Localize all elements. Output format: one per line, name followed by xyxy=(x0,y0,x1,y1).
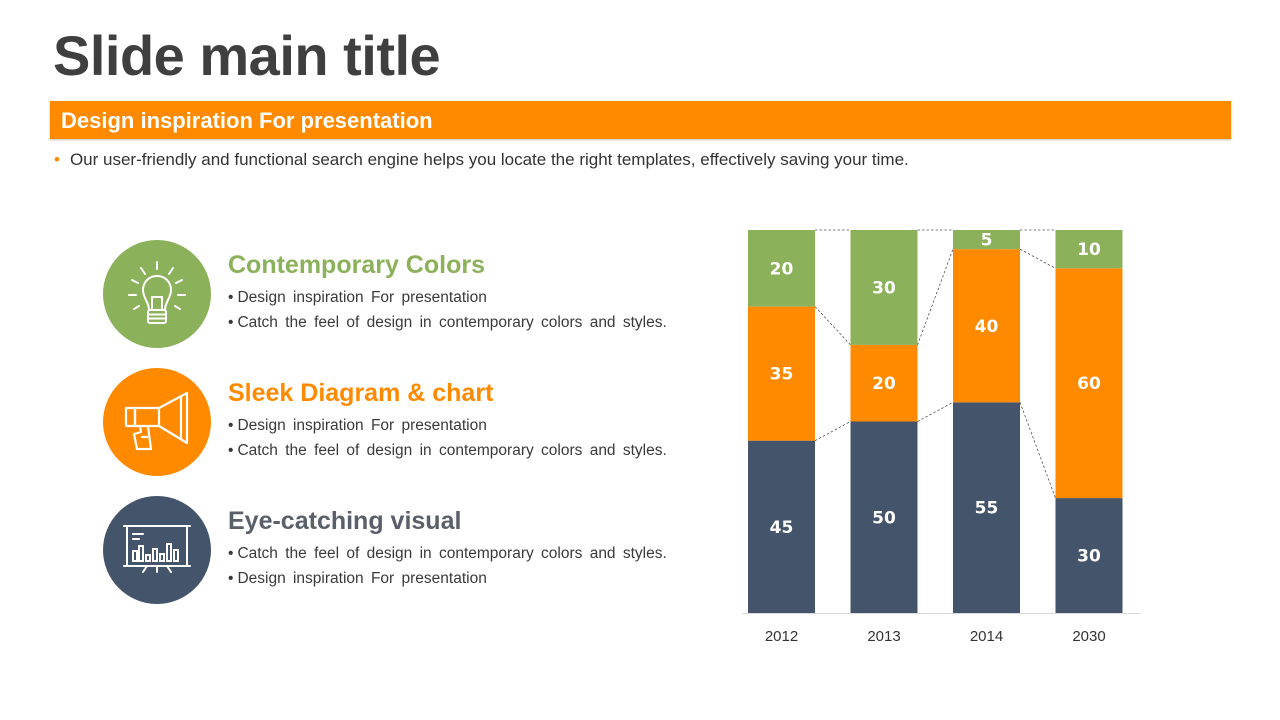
x-tick-label: 2030 xyxy=(1072,628,1105,645)
feature-circle xyxy=(103,368,211,476)
bar-segment xyxy=(850,230,918,345)
bar-segment xyxy=(850,344,918,422)
bar-segment xyxy=(1055,230,1123,269)
data-label: 50 xyxy=(872,508,896,528)
bar-segment xyxy=(1055,268,1123,499)
feature-line: Design inspiration For presentation xyxy=(228,417,486,435)
series-line xyxy=(1019,402,1056,499)
feature-contemporary-colors: Contemporary Colors Design inspiration F… xyxy=(103,240,723,348)
feature-title: Eye-catching visual xyxy=(228,507,462,535)
megaphone-icon xyxy=(124,391,189,451)
bar-segment xyxy=(850,421,918,613)
feature-circle xyxy=(103,496,211,604)
data-label: 30 xyxy=(872,278,896,298)
data-label: 45 xyxy=(770,518,794,538)
data-label: 30 xyxy=(1077,547,1101,567)
header-banner: Design inspiration For presentation xyxy=(50,101,1231,139)
data-label: 35 xyxy=(770,365,794,385)
series-line xyxy=(814,421,851,442)
data-label: 60 xyxy=(1077,374,1101,394)
x-tick-label: 2012 xyxy=(765,628,798,645)
presentation-board-icon xyxy=(123,525,191,573)
intro-text: Our user-friendly and functional search … xyxy=(69,150,909,169)
feature-line: Catch the feel of design in contemporary… xyxy=(228,545,666,563)
bullet-dot: • xyxy=(54,150,60,169)
bar-segment xyxy=(953,402,1020,613)
slide-title: Slide main title xyxy=(53,24,441,87)
x-tick-label: 2014 xyxy=(970,628,1003,645)
series-line xyxy=(1019,248,1056,269)
feature-line: Design inspiration For presentation xyxy=(228,570,486,588)
intro-bullet: • Our user-friendly and functional search… xyxy=(54,150,909,170)
data-label: 20 xyxy=(872,374,896,394)
series-line xyxy=(917,401,954,422)
bar-segment xyxy=(953,230,1020,250)
x-tick-label: 2013 xyxy=(867,628,900,645)
series-line xyxy=(814,306,851,346)
bar-segment xyxy=(748,230,815,307)
series-line xyxy=(917,249,954,346)
feature-line: Design inspiration For presentation xyxy=(228,289,486,307)
bar-segment xyxy=(748,440,815,613)
bar-segment xyxy=(1055,498,1123,613)
feature-eye-catching: Eye-catching visual Catch the feel of de… xyxy=(103,496,723,604)
data-label: 5 xyxy=(981,231,993,251)
lightbulb-icon xyxy=(128,261,186,324)
feature-circle xyxy=(103,240,211,348)
feature-title: Sleek Diagram & chart xyxy=(228,379,494,407)
data-label: 20 xyxy=(770,259,794,279)
data-label: 40 xyxy=(975,317,999,337)
banner-text: Design inspiration For presentation xyxy=(61,108,433,133)
feature-line: Catch the feel of design in contemporary… xyxy=(228,442,666,460)
bar-segment xyxy=(748,306,815,441)
feature-line: Catch the feel of design in contemporary… xyxy=(228,314,666,332)
feature-title: Contemporary Colors xyxy=(228,251,485,279)
bar-segment xyxy=(953,249,1020,403)
data-label: 55 xyxy=(975,499,999,519)
data-label: 10 xyxy=(1077,240,1101,260)
feature-sleek-diagram: Sleek Diagram & chart Design inspiration… xyxy=(103,368,723,476)
